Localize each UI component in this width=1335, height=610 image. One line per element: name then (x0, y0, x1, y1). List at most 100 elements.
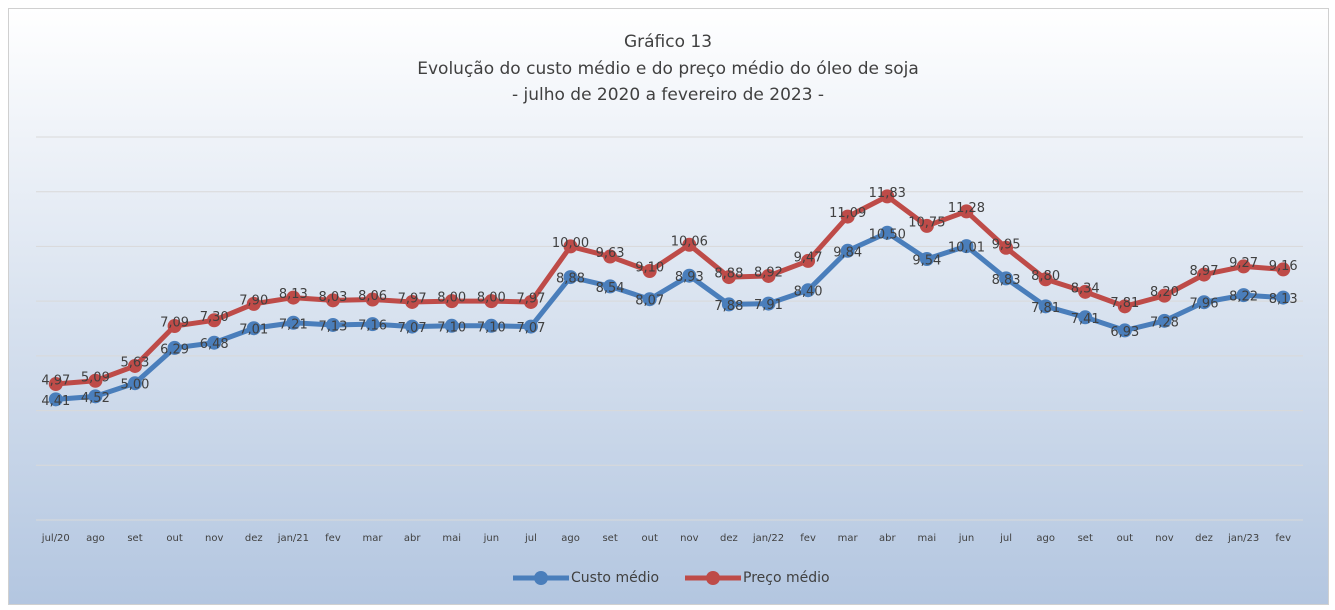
x-tick-label: dez (245, 533, 263, 544)
x-tick-label: jan/23 (1227, 533, 1259, 544)
data-label: 8,00 (437, 291, 466, 306)
data-label: 8,20 (1150, 285, 1179, 300)
data-label: 5,09 (81, 370, 110, 385)
data-point (1078, 284, 1093, 299)
data-point (1197, 295, 1212, 310)
data-label: 9,16 (1269, 259, 1298, 274)
data-point (444, 318, 459, 333)
data-label: 7,41 (1071, 312, 1100, 327)
data-label: 7,10 (437, 320, 466, 335)
data-label: 8,07 (635, 294, 664, 309)
data-point (919, 252, 934, 267)
data-point (1078, 310, 1093, 325)
data-point (1276, 290, 1291, 305)
data-point (523, 294, 538, 309)
data-point (801, 253, 816, 268)
data-point (127, 376, 142, 391)
x-tick-label: dez (1195, 533, 1213, 544)
data-point (603, 279, 618, 294)
data-point (127, 358, 142, 373)
data-label: 8,88 (714, 267, 743, 282)
x-tick-label: jul (524, 533, 537, 544)
data-point (88, 373, 103, 388)
data-label: 8,00 (477, 291, 506, 306)
data-label: 6,48 (200, 337, 229, 352)
data-point (563, 239, 578, 254)
data-label: 7,81 (1110, 296, 1139, 311)
data-point (48, 377, 63, 392)
data-point (286, 315, 301, 330)
data-point (484, 318, 499, 333)
data-label: 10,75 (908, 215, 945, 230)
data-point (919, 218, 934, 233)
data-point (1117, 323, 1132, 338)
data-point (721, 270, 736, 285)
data-label: 7,07 (398, 321, 427, 336)
data-label: 4,97 (41, 374, 70, 389)
data-point (444, 294, 459, 309)
data-label: 8,93 (675, 270, 704, 285)
data-label: 7,81 (1031, 301, 1060, 316)
data-label: 7,97 (398, 291, 427, 306)
data-point (1197, 267, 1212, 282)
data-label: 8,80 (1031, 269, 1060, 284)
data-point (1117, 299, 1132, 314)
x-tick-label: ago (561, 533, 580, 544)
data-label: 11,28 (948, 201, 985, 216)
data-point (1236, 288, 1251, 303)
data-label: 9,47 (794, 250, 823, 265)
data-point (365, 317, 380, 332)
data-label: 7,90 (239, 293, 268, 308)
legend-marker (706, 571, 720, 585)
x-tick-label: set (127, 533, 142, 544)
chart-area (8, 8, 1329, 605)
data-point (840, 243, 855, 258)
data-label: 7,97 (516, 291, 545, 306)
data-label: 7,01 (239, 323, 268, 338)
x-tick-label: jun (483, 533, 499, 544)
x-tick-label: jun (958, 533, 974, 544)
x-tick-label: fev (800, 533, 816, 544)
data-label: 7,96 (1190, 297, 1219, 312)
data-point (246, 321, 261, 336)
data-point (405, 294, 420, 309)
data-label: 4,41 (41, 394, 70, 409)
data-label: 6,93 (1110, 325, 1139, 340)
data-point (207, 313, 222, 328)
x-tick-label: out (166, 533, 182, 544)
data-label: 5,63 (121, 355, 150, 370)
data-point (405, 319, 420, 334)
data-label: 8,34 (1071, 281, 1100, 296)
data-label: 4,52 (81, 391, 110, 406)
x-tick-label: mai (442, 533, 461, 544)
data-label: 8,88 (556, 272, 585, 287)
data-point (48, 392, 63, 407)
data-label: 7,09 (160, 316, 189, 331)
data-point (1236, 259, 1251, 274)
x-tick-label: jul (999, 533, 1012, 544)
data-point (1276, 262, 1291, 277)
data-point (167, 319, 182, 334)
x-tick-label: ago (86, 533, 105, 544)
data-point (761, 296, 776, 311)
data-label: 7,07 (516, 321, 545, 336)
data-label: 8,06 (358, 289, 387, 304)
x-tick-label: nov (1155, 533, 1173, 544)
data-point (721, 297, 736, 312)
data-label: 9,54 (912, 254, 941, 269)
x-tick-label: fev (325, 533, 341, 544)
chart-title: Gráfico 13 (624, 32, 712, 52)
data-label: 7,16 (358, 319, 387, 334)
data-point (88, 389, 103, 404)
data-label: 7,91 (754, 298, 783, 313)
data-label: 8,40 (794, 285, 823, 300)
data-label: 8,97 (1190, 264, 1219, 279)
data-point (761, 268, 776, 283)
data-point (880, 225, 895, 240)
data-point (642, 292, 657, 307)
x-tick-label: abr (404, 533, 421, 544)
x-tick-label: nov (680, 533, 698, 544)
data-point (999, 240, 1014, 255)
data-label: 7,13 (318, 319, 347, 334)
